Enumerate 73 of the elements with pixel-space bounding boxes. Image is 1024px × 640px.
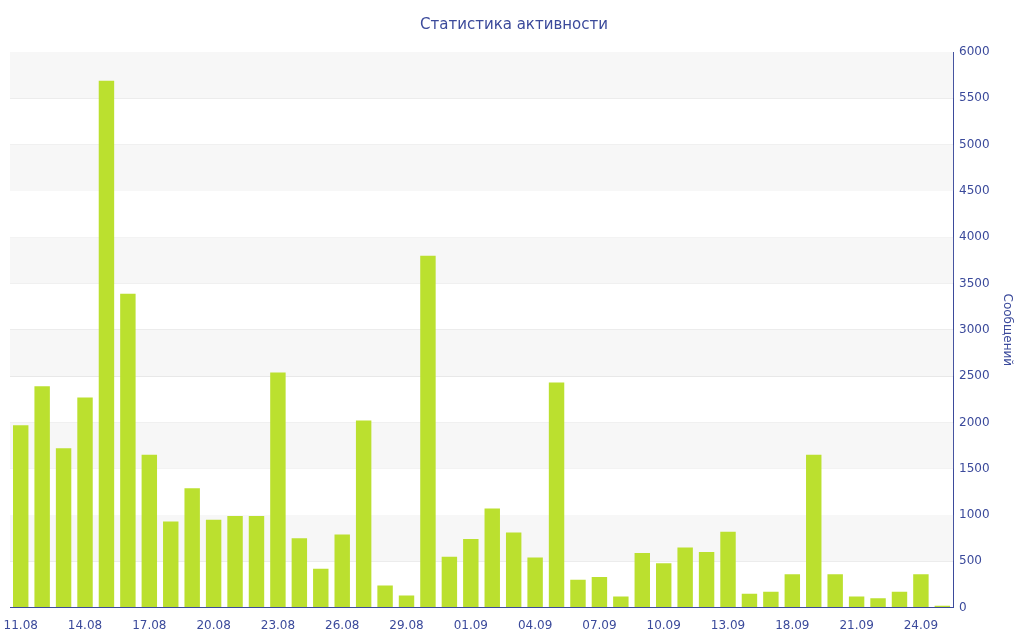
x-tick-label: 21.09 bbox=[839, 617, 874, 632]
y-axis-title: Сообщений bbox=[1000, 293, 1015, 367]
y-tick-label: 3000 bbox=[959, 321, 990, 336]
bar bbox=[184, 488, 200, 608]
y-tick-label: 2000 bbox=[959, 414, 990, 429]
y-tick-label: 4500 bbox=[959, 183, 990, 198]
bar bbox=[270, 372, 286, 608]
x-tick-label: 10.09 bbox=[646, 617, 681, 632]
x-tick-label: 23.08 bbox=[260, 617, 296, 632]
bar bbox=[505, 532, 522, 608]
bar bbox=[720, 531, 736, 608]
x-tick-label: 26.08 bbox=[325, 617, 360, 632]
bar bbox=[548, 382, 565, 608]
bar bbox=[355, 420, 372, 608]
bar bbox=[248, 515, 265, 608]
x-tick-label: 29.08 bbox=[389, 617, 424, 632]
x-tick-label: 18.09 bbox=[775, 617, 810, 632]
bar bbox=[420, 255, 436, 608]
x-tick-label: 07.09 bbox=[582, 617, 617, 632]
bar bbox=[441, 556, 458, 608]
bar bbox=[13, 425, 29, 608]
bar bbox=[98, 80, 115, 608]
y-tick-label: 5000 bbox=[959, 136, 990, 151]
bar bbox=[227, 515, 243, 608]
x-tick-label: 13.09 bbox=[710, 617, 746, 632]
y-tick-label: 1500 bbox=[959, 460, 990, 475]
y-tick-label: 4000 bbox=[959, 229, 990, 244]
y-tick-label: 0 bbox=[959, 599, 967, 614]
bar bbox=[291, 538, 308, 608]
bar bbox=[398, 595, 415, 608]
y-tick-label: 1000 bbox=[959, 507, 990, 522]
bar bbox=[591, 577, 608, 608]
y-tick-label: 5500 bbox=[959, 90, 990, 105]
bar bbox=[377, 585, 393, 608]
bar bbox=[913, 574, 929, 608]
bar bbox=[334, 534, 350, 608]
y-tick-label: 2500 bbox=[959, 368, 990, 383]
bar bbox=[163, 521, 179, 608]
y-tick-label: 3500 bbox=[959, 275, 990, 290]
bar bbox=[656, 563, 672, 608]
x-tick-label: 04.09 bbox=[517, 617, 553, 632]
x-tick-label: 17.08 bbox=[132, 617, 167, 632]
bar bbox=[698, 552, 715, 608]
bar bbox=[741, 593, 758, 608]
bar bbox=[463, 539, 479, 608]
bar bbox=[484, 508, 500, 608]
x-tick-label: 20.08 bbox=[196, 617, 231, 632]
bar bbox=[891, 591, 908, 608]
bar bbox=[613, 596, 629, 608]
bar bbox=[827, 574, 843, 608]
bar bbox=[806, 454, 822, 608]
x-tick-label: 01.09 bbox=[453, 617, 488, 632]
x-tick-label: 24.09 bbox=[903, 617, 939, 632]
chart-title: Статистика активности bbox=[420, 14, 608, 33]
bar bbox=[677, 547, 693, 608]
bar bbox=[870, 598, 886, 608]
bar bbox=[313, 568, 329, 608]
bar bbox=[120, 293, 136, 608]
bar bbox=[55, 448, 72, 608]
bar bbox=[527, 557, 543, 608]
bar bbox=[34, 386, 50, 608]
bar bbox=[848, 596, 865, 608]
bar bbox=[634, 552, 650, 608]
y-tick-label: 6000 bbox=[959, 44, 990, 59]
x-tick-label: 11.08 bbox=[3, 617, 38, 632]
x-tick-label: 14.08 bbox=[67, 617, 103, 632]
bar bbox=[77, 397, 93, 608]
bar bbox=[784, 574, 801, 608]
bar bbox=[141, 454, 158, 608]
y-tick-label: 500 bbox=[959, 553, 982, 568]
bar bbox=[570, 579, 586, 608]
bar bbox=[763, 591, 779, 608]
bar bbox=[205, 519, 222, 608]
